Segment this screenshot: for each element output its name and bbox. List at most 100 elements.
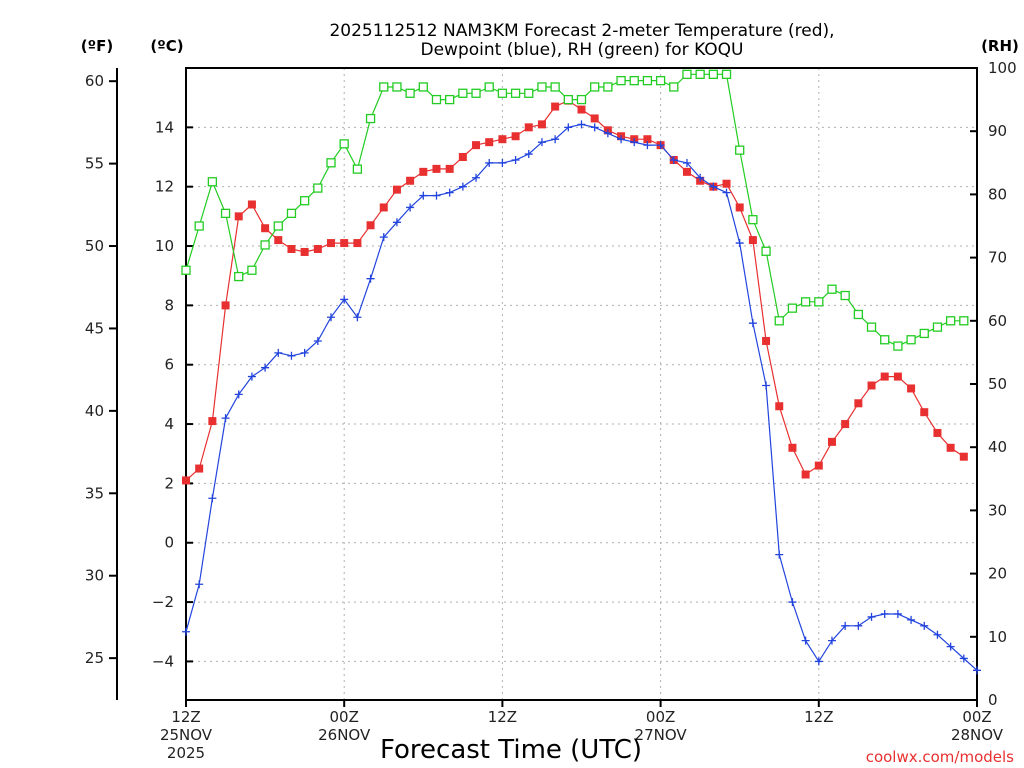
celsius-tick-label: 2 <box>164 474 174 492</box>
fahrenheit-tick-label: 50 <box>85 237 104 255</box>
x-axis-title: Forecast Time (UTC) <box>380 735 642 765</box>
fahrenheit-tick-label: 25 <box>85 649 104 667</box>
temperature-point <box>327 239 335 247</box>
rh-tick-label: 20 <box>988 565 1007 583</box>
fahrenheit-tick-label: 35 <box>85 484 104 502</box>
celsius-tick-label: 10 <box>155 237 174 255</box>
temperature-point <box>301 248 309 256</box>
rh-point <box>604 83 612 91</box>
rh-point <box>960 317 968 325</box>
temperature-point <box>788 444 796 452</box>
temperature-point <box>907 384 915 392</box>
x-tick-label: 27NOV <box>635 726 688 744</box>
rh-point <box>630 77 638 85</box>
dewpoint-point <box>591 123 599 131</box>
rh-point <box>367 115 375 123</box>
x-tick-label: 25NOV <box>160 726 213 744</box>
rh-point <box>591 83 599 91</box>
rh-point <box>301 197 309 205</box>
temperature-point <box>380 203 388 211</box>
grid-lines <box>186 68 977 700</box>
rh-point <box>907 336 915 344</box>
rh-point <box>683 70 691 78</box>
rh-point <box>578 96 586 104</box>
temperature-point <box>525 123 533 131</box>
x-tick-label: 12Z <box>804 708 833 726</box>
fahrenheit-tick-label: 40 <box>85 402 104 420</box>
rh-point <box>195 222 203 230</box>
x-tick-label: 12Z <box>488 708 517 726</box>
dewpoint-point <box>353 313 361 321</box>
dewpoint-point <box>432 192 440 200</box>
credit-link[interactable]: coolwx.com/models <box>866 748 1014 766</box>
temperature-point <box>393 186 401 194</box>
dewpoint-point <box>907 616 915 624</box>
rh-unit-label: (RH) <box>981 37 1019 55</box>
dewpoint-point <box>802 637 810 645</box>
rh-point <box>670 83 678 91</box>
temperature-point <box>578 106 586 114</box>
temperature-point <box>353 239 361 247</box>
dewpoint-point <box>894 610 902 618</box>
celsius-unit-label: (ºC) <box>150 37 183 55</box>
rh-point <box>749 216 757 224</box>
dewpoint-point <box>367 275 375 283</box>
rh-point <box>868 323 876 331</box>
rh-point <box>854 310 862 318</box>
rh-point <box>340 140 348 148</box>
rh-point <box>788 304 796 312</box>
temperature-series <box>182 97 968 485</box>
rh-tick-label: 100 <box>988 59 1017 77</box>
axes: 12Z25NOV202500Z26NOV12Z 00Z27NOV12Z 00Z28N… <box>85 59 1017 762</box>
x-tick-label: 00Z <box>330 708 359 726</box>
dewpoint-point <box>498 159 506 167</box>
temperature-point <box>933 429 941 437</box>
rh-tick-label: 50 <box>988 375 1007 393</box>
dewpoint-point <box>287 352 295 360</box>
rh-point <box>762 247 770 255</box>
rh-point <box>841 292 849 300</box>
dewpoint-point <box>920 622 928 630</box>
fahrenheit-tick-label: 60 <box>85 72 104 90</box>
rh-point <box>235 273 243 281</box>
temperature-point <box>762 337 770 345</box>
rh-point <box>933 323 941 331</box>
celsius-tick-label: −2 <box>152 593 174 611</box>
rh-point <box>643 77 651 85</box>
temperature-point <box>841 420 849 428</box>
temperature-point <box>446 165 454 173</box>
rh-point <box>353 165 361 173</box>
dewpoint-line <box>186 124 977 670</box>
celsius-tick-label: 14 <box>155 118 174 136</box>
temperature-point <box>854 399 862 407</box>
fahrenheit-tick-label: 45 <box>85 319 104 337</box>
rh-point <box>393 83 401 91</box>
x-tick-label: 2025 <box>167 744 205 762</box>
chart-title-line-1: 2025112512 NAM3KM Forecast 2-meter Tempe… <box>329 21 834 41</box>
temperature-point <box>868 381 876 389</box>
rh-point <box>274 222 282 230</box>
temperature-point <box>472 141 480 149</box>
temperature-point <box>287 245 295 253</box>
temperature-point <box>248 200 256 208</box>
rh-tick-label: 10 <box>988 628 1007 646</box>
temperature-point <box>947 444 955 452</box>
plot-frame <box>186 68 977 700</box>
chart-title-line-2: Dewpoint (blue), RH (green) for KOQU <box>421 40 744 60</box>
x-tick-label: 26NOV <box>318 726 371 744</box>
rh-point <box>512 89 520 97</box>
rh-tick-label: 70 <box>988 249 1007 267</box>
fahrenheit-tick-label: 55 <box>85 155 104 173</box>
dewpoint-point <box>195 580 203 588</box>
rh-point <box>327 159 335 167</box>
dewpoint-point <box>327 313 335 321</box>
temperature-point <box>314 245 322 253</box>
temperature-point <box>459 153 467 161</box>
rh-point <box>815 298 823 306</box>
temperature-point <box>538 120 546 128</box>
dewpoint-point <box>868 613 876 621</box>
forecast-chart: 2025112512 NAM3KM Forecast 2-meter Tempe… <box>0 0 1024 768</box>
rh-tick-label: 0 <box>988 691 998 709</box>
dewpoint-point <box>182 628 190 636</box>
temperature-point <box>736 203 744 211</box>
